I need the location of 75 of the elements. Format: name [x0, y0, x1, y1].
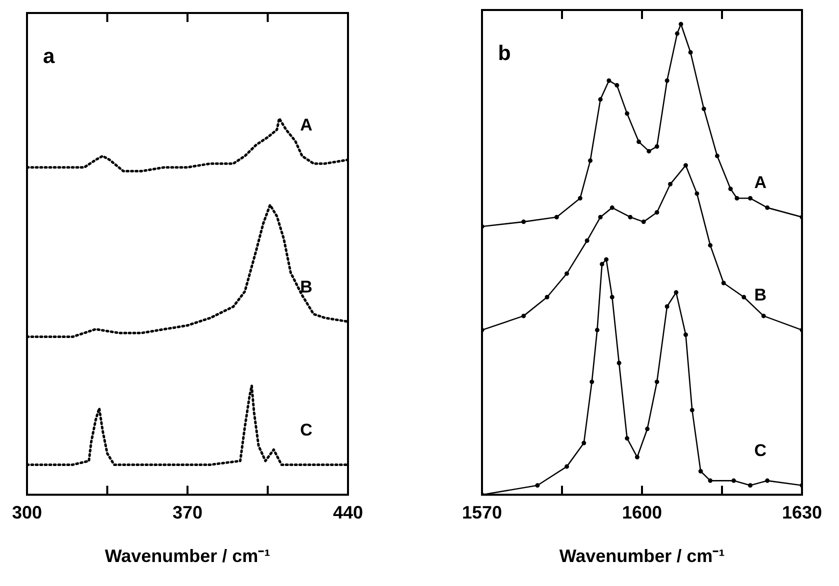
point	[708, 243, 713, 248]
x-tick-label: 1600	[622, 502, 662, 523]
x-tick-label: 440	[332, 502, 364, 523]
point	[761, 314, 766, 318]
point	[598, 214, 603, 220]
point	[714, 154, 720, 158]
point	[521, 220, 526, 224]
point	[688, 50, 693, 55]
point	[578, 196, 582, 201]
point	[734, 196, 740, 201]
point	[742, 294, 746, 300]
point	[645, 426, 650, 432]
point	[610, 294, 614, 300]
point	[748, 196, 753, 201]
point	[604, 257, 609, 262]
point	[600, 262, 604, 266]
point	[683, 163, 688, 168]
point	[616, 360, 622, 366]
point	[702, 106, 706, 112]
point	[641, 220, 646, 224]
series-label: A	[754, 172, 767, 192]
point	[694, 191, 700, 196]
point	[668, 182, 673, 186]
point	[634, 454, 640, 460]
x-axis-title: Wavenumber / cm⁻¹	[559, 546, 725, 566]
point	[765, 478, 770, 483]
series-label: A	[300, 115, 312, 134]
point	[646, 148, 652, 154]
point	[624, 436, 630, 441]
point	[731, 478, 736, 483]
x-tick-label: 300	[12, 502, 42, 523]
point	[765, 205, 770, 210]
point	[582, 440, 586, 446]
point	[564, 464, 570, 469]
series-label: B	[300, 277, 312, 296]
point	[590, 380, 594, 384]
point	[614, 83, 620, 88]
x-tick-label: 1630	[782, 502, 822, 523]
point	[628, 214, 633, 220]
point	[683, 332, 688, 338]
x-axis-title: Wavenumber / cm⁻¹	[104, 546, 270, 566]
point	[721, 280, 726, 286]
point	[624, 111, 630, 116]
series-label: B	[754, 286, 767, 305]
point	[594, 328, 600, 332]
series-label: C	[754, 441, 767, 460]
point	[698, 469, 703, 474]
text: b	[498, 42, 511, 65]
point	[674, 31, 680, 36]
point	[664, 304, 670, 309]
point	[544, 294, 550, 300]
x-tick-label: 1570	[462, 502, 502, 523]
point	[584, 238, 590, 243]
series-label: C	[300, 420, 312, 440]
point	[654, 380, 660, 384]
chart-title: a	[43, 44, 55, 68]
point	[535, 483, 540, 488]
point	[708, 478, 713, 483]
point	[674, 290, 678, 295]
point	[554, 214, 559, 220]
point	[521, 314, 526, 318]
point	[636, 140, 642, 144]
point	[606, 78, 612, 83]
point	[588, 158, 593, 163]
point	[690, 408, 694, 412]
point	[610, 205, 614, 210]
point	[678, 22, 684, 26]
point	[654, 210, 660, 215]
point	[598, 97, 603, 102]
x-tick-label: 370	[172, 502, 203, 523]
point	[664, 78, 670, 83]
point	[654, 144, 660, 149]
point	[728, 186, 733, 192]
point	[748, 483, 753, 488]
point	[564, 271, 570, 276]
